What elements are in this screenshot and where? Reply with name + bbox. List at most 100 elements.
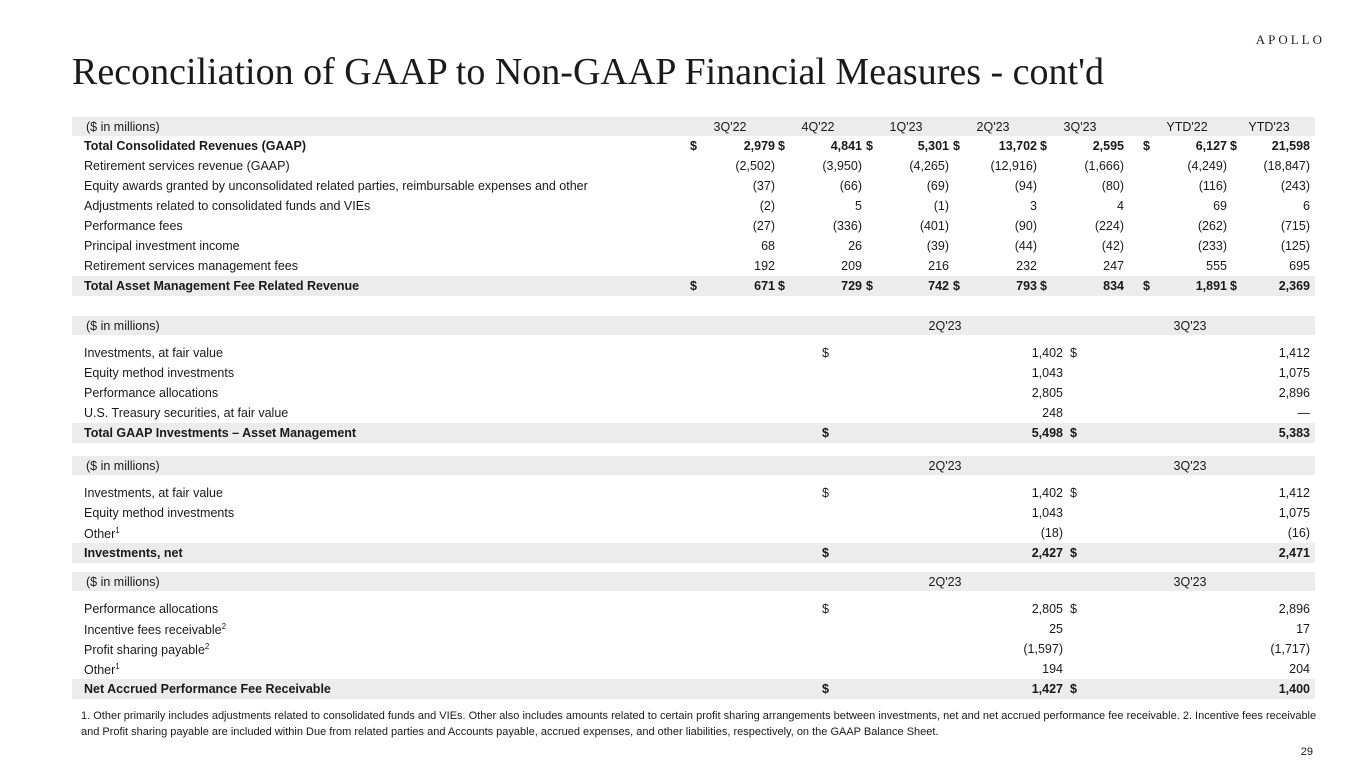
table-row: Other1 (18) (16) xyxy=(72,523,1315,543)
currency-symbol: $ xyxy=(866,139,873,153)
cell-value: 695 xyxy=(1289,259,1310,273)
unit-label: ($ in millions) xyxy=(86,575,160,589)
unit-label: ($ in millions) xyxy=(86,459,160,473)
column-header: 2Q'23 xyxy=(976,120,1010,134)
cell-value: 1,075 xyxy=(1278,366,1310,380)
cell-value: 192 xyxy=(754,259,775,273)
cell-value: 6,127 xyxy=(1195,139,1227,153)
cell-value: (18,847) xyxy=(1263,159,1310,173)
row-label: Performance allocations xyxy=(84,386,219,400)
table-row: U.S. Treasury securities, at fair value 2… xyxy=(72,403,1315,423)
cell-value: (94) xyxy=(1014,179,1037,193)
row-label: Other1 xyxy=(84,662,120,678)
cell-value: 1,402 xyxy=(1031,486,1063,500)
currency-symbol: $ xyxy=(1070,486,1077,500)
currency-symbol: $ xyxy=(1040,139,1047,153)
unit-label: ($ in millions) xyxy=(86,120,160,134)
cell-value: (42) xyxy=(1101,239,1124,253)
column-header: 2Q'23 xyxy=(928,459,962,473)
table-row: Incentive fees receivable2 25 17 xyxy=(72,619,1315,639)
cell-value: 204 xyxy=(1289,662,1310,676)
cell-value: (336) xyxy=(832,219,862,233)
footnote-marker: 1 xyxy=(115,662,120,671)
cell-value: 5 xyxy=(855,199,862,213)
column-header: 4Q'22 xyxy=(801,120,835,134)
table-row: Profit sharing payable2 (1,597) (1,717) xyxy=(72,639,1315,659)
row-label: Performance fees xyxy=(84,219,183,233)
table-row: Performance fees (27) (336) (401) (90) (224) (… xyxy=(72,216,1315,236)
page-title: Reconciliation of GAAP to Non-GAAP Finan… xyxy=(72,51,1104,93)
currency-symbol: $ xyxy=(1070,426,1077,440)
cell-value: (262) xyxy=(1197,219,1227,233)
cell-value: (69) xyxy=(926,179,949,193)
currency-symbol: $ xyxy=(1040,279,1047,293)
currency-symbol: $ xyxy=(822,426,829,440)
currency-symbol: $ xyxy=(822,546,829,560)
currency-symbol: $ xyxy=(778,139,785,153)
cell-value: 5,383 xyxy=(1278,426,1310,440)
unit-label: ($ in millions) xyxy=(86,319,160,333)
column-header: 3Q'23 xyxy=(1173,319,1207,333)
cell-value: (401) xyxy=(919,219,949,233)
cell-value: 68 xyxy=(761,239,775,253)
cell-value: 2,805 xyxy=(1031,602,1063,616)
currency-symbol: $ xyxy=(1070,346,1077,360)
cell-value: 1,402 xyxy=(1031,346,1063,360)
cell-value: 1,043 xyxy=(1031,366,1063,380)
table-row: Equity method investments 1,043 1,075 xyxy=(72,503,1315,523)
row-label: Incentive fees receivable2 xyxy=(84,622,227,638)
currency-symbol: $ xyxy=(690,279,697,293)
cell-value: (243) xyxy=(1280,179,1310,193)
cell-value: — xyxy=(1297,406,1311,420)
cell-value: (3,950) xyxy=(822,159,862,173)
row-label: Profit sharing payable2 xyxy=(84,642,210,658)
cell-value: 671 xyxy=(754,279,775,293)
currency-symbol: $ xyxy=(953,139,960,153)
cell-value: (125) xyxy=(1280,239,1310,253)
cell-value: 1,412 xyxy=(1278,346,1310,360)
page-number: 29 xyxy=(1300,746,1313,758)
cell-value: 6 xyxy=(1303,199,1310,213)
table-row: Performance allocations $2,805 $2,896 xyxy=(72,599,1315,619)
column-header: 1Q'23 xyxy=(889,120,923,134)
cell-value: (12,916) xyxy=(990,159,1037,173)
row-label: Retirement services management fees xyxy=(84,259,298,273)
currency-symbol: $ xyxy=(1143,139,1150,153)
footnote-marker: 2 xyxy=(221,622,227,631)
cell-value: (224) xyxy=(1094,219,1124,233)
cell-value: 232 xyxy=(1016,259,1037,273)
currency-symbol: $ xyxy=(1143,279,1150,293)
row-label: U.S. Treasury securities, at fair value xyxy=(84,406,289,420)
column-header: 3Q'22 xyxy=(713,120,747,134)
cell-value: (1) xyxy=(933,199,949,213)
currency-symbol: $ xyxy=(822,346,829,360)
currency-symbol: $ xyxy=(1230,279,1237,293)
cell-value: (2) xyxy=(759,199,775,213)
cell-value: 834 xyxy=(1103,279,1124,293)
cell-value: (1,666) xyxy=(1084,159,1124,173)
table-row: Retirement services management fees 192 20… xyxy=(72,256,1315,276)
cell-value: (233) xyxy=(1197,239,1227,253)
table-row: Investments, at fair value $1,402 $1,412 xyxy=(72,483,1315,503)
cell-value: 5,498 xyxy=(1031,426,1063,440)
footnote: 1. Other primarily includes adjustments … xyxy=(81,710,1317,738)
cell-value: (1,597) xyxy=(1023,642,1063,656)
cell-value: 2,979 xyxy=(743,139,775,153)
table-row: Net Accrued Performance Fee Receivable $1… xyxy=(72,679,1315,699)
cell-value: (66) xyxy=(839,179,862,193)
cell-value: 5,301 xyxy=(917,139,949,153)
cell-value: 555 xyxy=(1206,259,1227,273)
cell-value: (37) xyxy=(752,179,775,193)
cell-value: 13,702 xyxy=(998,139,1037,153)
row-label: Equity awards granted by unconsolidated … xyxy=(84,179,588,193)
cell-value: (1,717) xyxy=(1270,642,1310,656)
cell-value: 2,471 xyxy=(1278,546,1310,560)
row-label: Performance allocations xyxy=(84,602,219,616)
revenue-reconciliation-table: ($ in millions) 3Q'22 4Q'22 1Q'23 2Q'23 3Q'23… xyxy=(72,117,1315,296)
currency-symbol: $ xyxy=(1230,139,1237,153)
cell-value: 2,805 xyxy=(1031,386,1063,400)
cell-value: (18) xyxy=(1040,526,1063,540)
cell-value: 17 xyxy=(1296,622,1310,636)
cell-value: (39) xyxy=(926,239,949,253)
